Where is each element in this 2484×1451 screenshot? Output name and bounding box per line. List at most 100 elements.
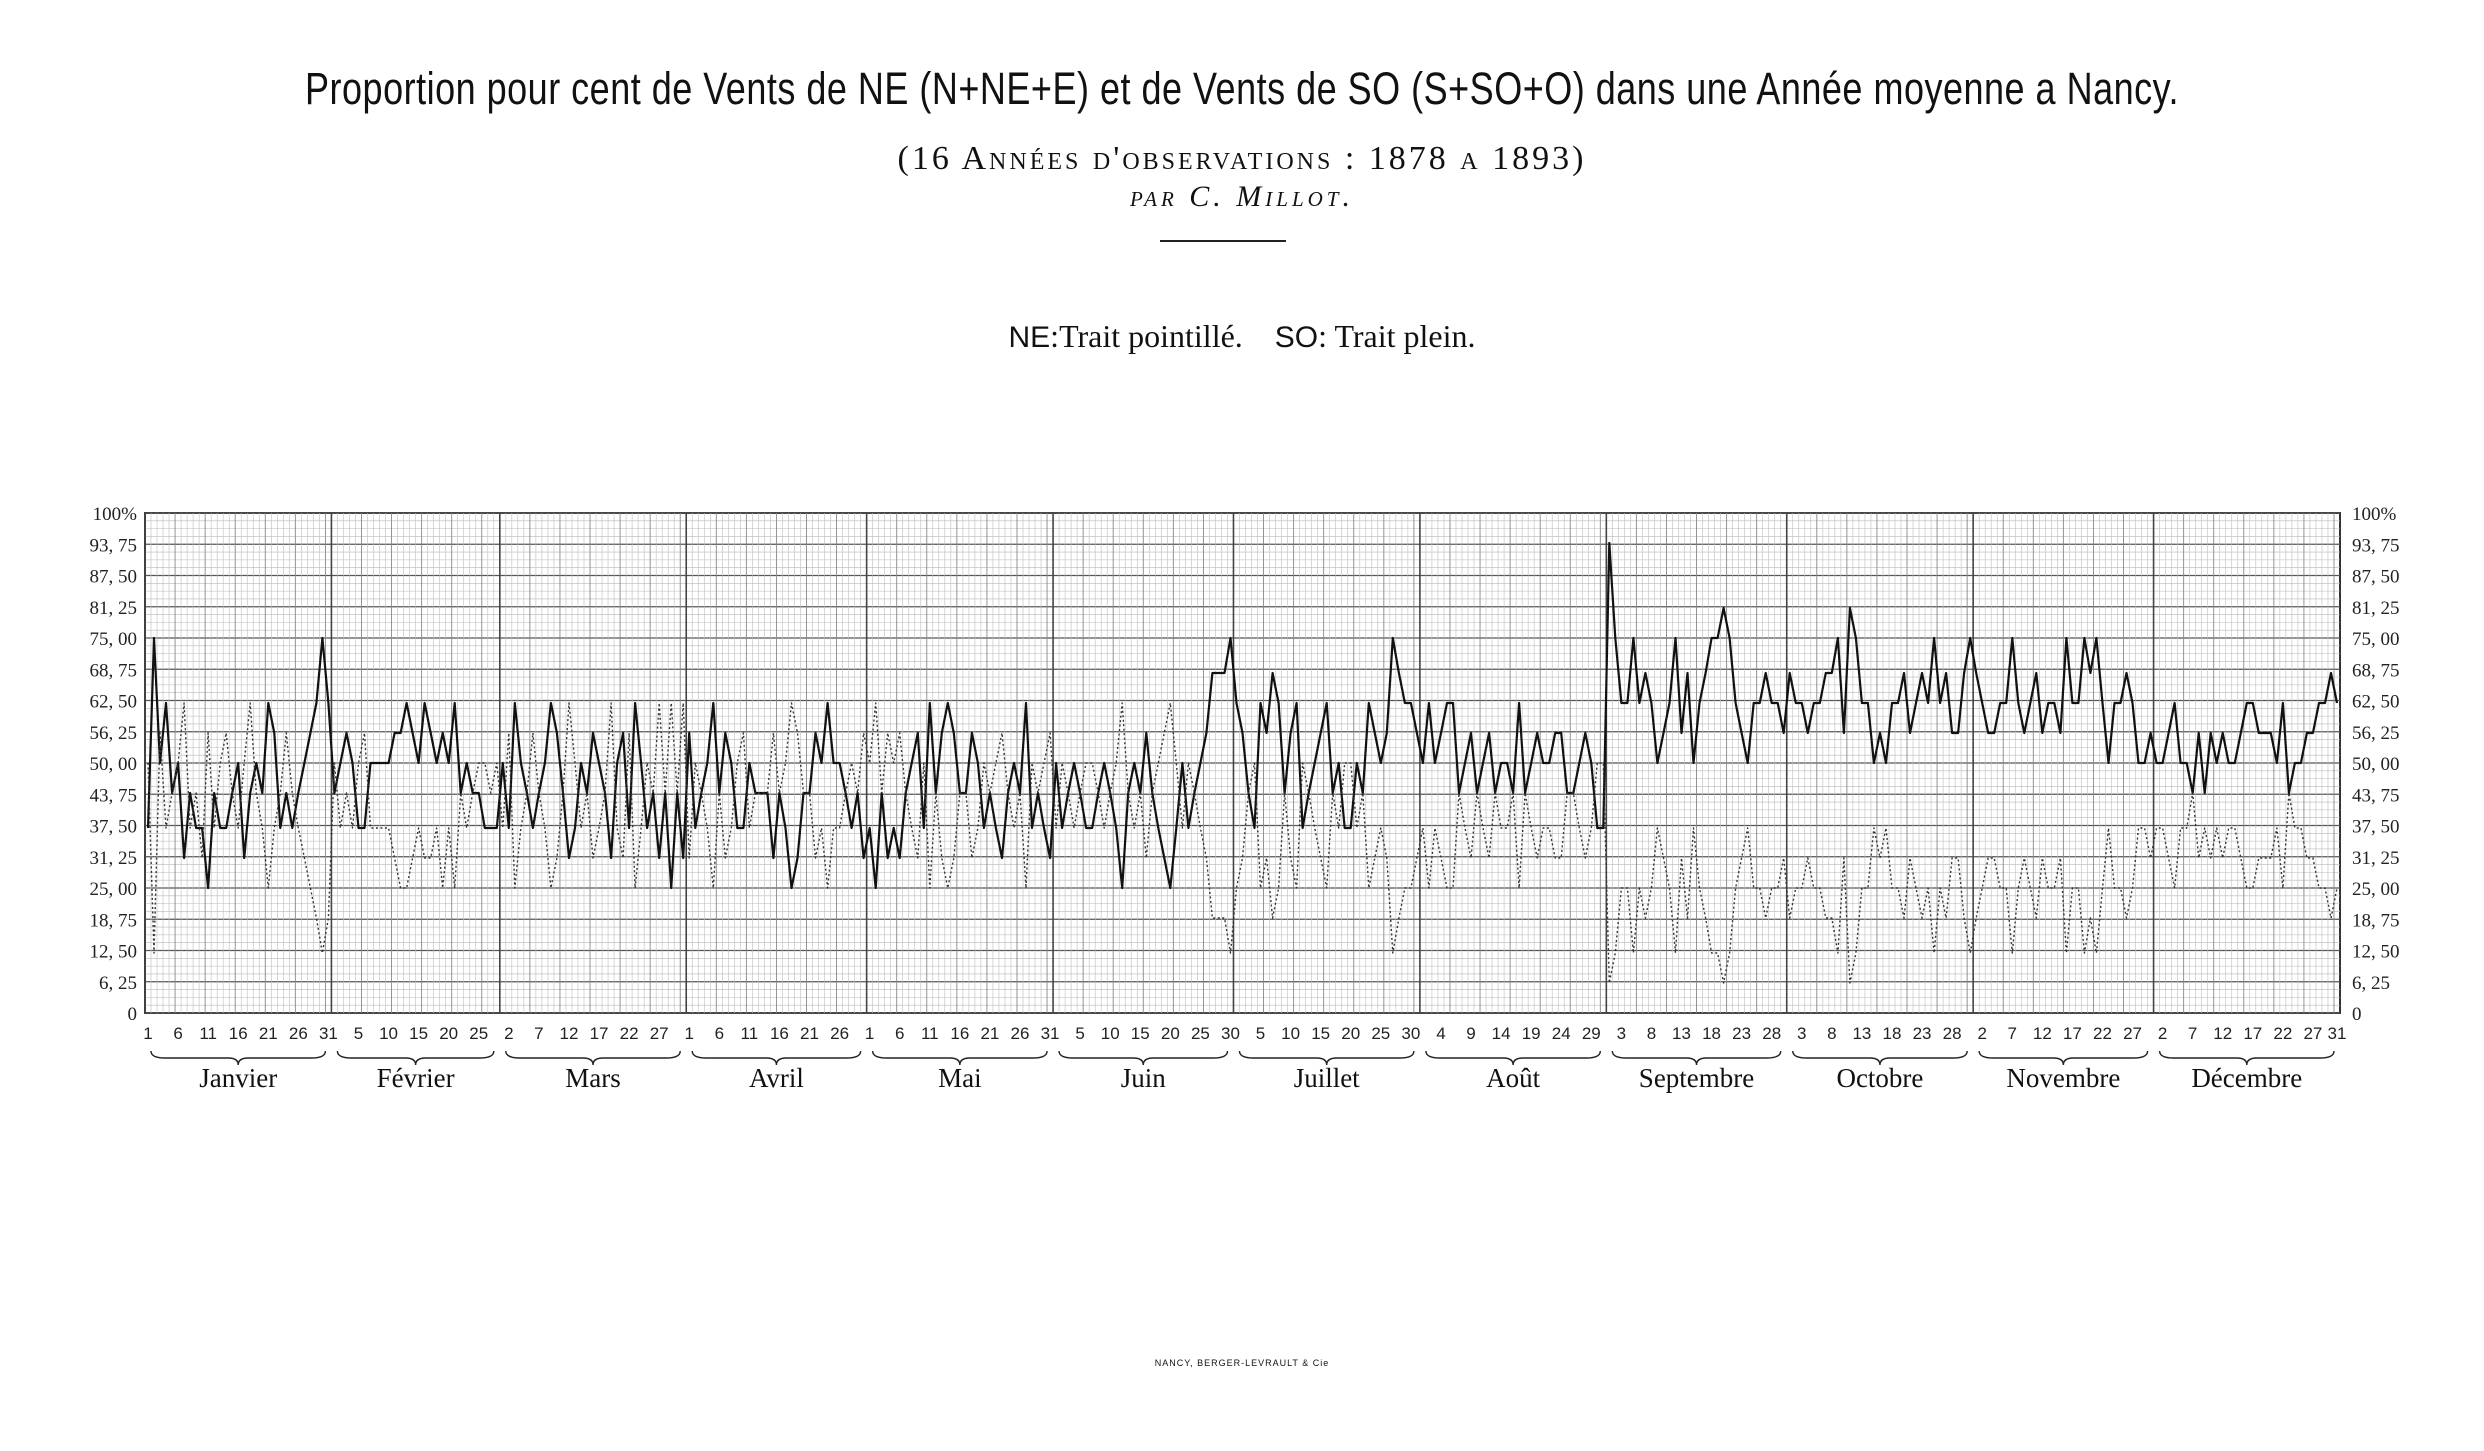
month-brace	[505, 1050, 681, 1066]
x-tick-label: 20	[1161, 1024, 1180, 1043]
y-tick-left: 56, 25	[90, 723, 138, 744]
x-tick-label: 6	[715, 1024, 724, 1043]
x-tick-label: 26	[289, 1024, 308, 1043]
y-tick-right: 0	[2352, 1004, 2362, 1025]
month-label: Août	[1486, 1063, 1540, 1093]
x-tick-label: 27	[2303, 1024, 2322, 1043]
legend-so-label: SO	[1274, 321, 1319, 354]
x-tick-label: 25	[1371, 1024, 1390, 1043]
x-tick-label: 11	[741, 1024, 759, 1043]
x-tick-label: 2	[504, 1024, 513, 1043]
x-tick-label: 1	[865, 1024, 874, 1043]
x-tick-label: 5	[354, 1024, 363, 1043]
y-tick-left: 0	[128, 1004, 138, 1025]
x-tick-label: 20	[1341, 1024, 1360, 1043]
x-tick-label: 23	[1913, 1024, 1932, 1043]
x-tick-label: 22	[620, 1024, 639, 1043]
chart-title: Proportion pour cent de Vents de NE (N+N…	[305, 62, 2179, 114]
month-brace	[1792, 1050, 1968, 1066]
y-tick-right: 6, 25	[2352, 973, 2390, 994]
y-tick-right: 56, 25	[2352, 723, 2400, 744]
y-tick-left: 12, 50	[90, 942, 138, 963]
x-tick-label: 31	[1041, 1024, 1060, 1043]
x-tick-label: 5	[1075, 1024, 1084, 1043]
y-tick-left: 100%	[93, 504, 138, 525]
y-tick-left: 62, 50	[90, 692, 138, 713]
x-tick-label: 26	[1011, 1024, 1030, 1043]
y-tick-right: 87, 50	[2352, 567, 2400, 588]
x-tick-label: 11	[199, 1024, 217, 1043]
month-brace	[1978, 1050, 2149, 1066]
legend-so-text: : Trait plein.	[1318, 318, 1476, 354]
x-tick-label: 1	[143, 1024, 152, 1043]
y-tick-right: 37, 50	[2352, 817, 2400, 838]
month-brace	[336, 1050, 495, 1066]
month-label: Mars	[565, 1063, 621, 1093]
x-tick-label: 17	[2243, 1024, 2262, 1043]
y-tick-right: 62, 50	[2352, 692, 2400, 713]
month-label: Février	[377, 1063, 455, 1093]
x-tick-label: 10	[379, 1024, 398, 1043]
legend-ne-text: :Trait pointillé.	[1050, 318, 1243, 354]
x-tick-label: 6	[173, 1024, 182, 1043]
y-tick-right: 75, 00	[2352, 629, 2400, 650]
month-label: Septembre	[1639, 1063, 1754, 1093]
month-label: Avril	[749, 1063, 804, 1093]
y-tick-left: 31, 25	[90, 848, 138, 869]
y-tick-right: 50, 00	[2352, 754, 2400, 775]
x-tick-label: 29	[1582, 1024, 1601, 1043]
legend-ne-label: NE	[1008, 321, 1051, 354]
x-tick-label: 26	[830, 1024, 849, 1043]
month-label: Juillet	[1294, 1063, 1360, 1093]
x-tick-label: 31	[319, 1024, 338, 1043]
month-brace	[871, 1050, 1048, 1066]
y-tick-left: 93, 75	[90, 535, 138, 556]
y-tick-left: 75, 00	[90, 629, 138, 650]
x-tick-label: 30	[1221, 1024, 1240, 1043]
x-tick-label: 13	[1852, 1024, 1871, 1043]
y-tick-right: 31, 25	[2352, 848, 2400, 869]
y-tick-left: 43, 75	[90, 785, 138, 806]
y-tick-right: 43, 75	[2352, 785, 2400, 806]
title-rule	[1160, 240, 1286, 242]
y-tick-right: 100%	[2352, 504, 2397, 525]
x-tick-label: 18	[1883, 1024, 1902, 1043]
month-brace	[691, 1050, 862, 1066]
x-tick-label: 17	[590, 1024, 609, 1043]
x-tick-label: 5	[1256, 1024, 1265, 1043]
x-tick-label: 31	[2328, 1024, 2347, 1043]
chart-subtitle: (16 Années d'observations : 1878 a 1893)	[897, 140, 1587, 177]
x-tick-label: 15	[1311, 1024, 1330, 1043]
y-tick-left: 6, 25	[99, 973, 137, 994]
y-tick-right: 18, 75	[2352, 910, 2400, 931]
y-axis-ticks: 0 6, 25 12, 50 18, 75 25, 00 31, 25 37, 50 43, …	[90, 504, 2400, 1025]
x-tick-label: 6	[895, 1024, 904, 1043]
x-tick-label: 7	[2008, 1024, 2017, 1043]
month-brace	[1058, 1050, 1229, 1066]
x-tick-label: 8	[1827, 1024, 1836, 1043]
y-tick-right: 81, 25	[2352, 598, 2400, 619]
x-tick-label: 28	[1943, 1024, 1962, 1043]
y-tick-left: 87, 50	[90, 567, 138, 588]
x-tick-label: 13	[1672, 1024, 1691, 1043]
x-tick-label: 9	[1466, 1024, 1475, 1043]
printer-imprint: NANCY, BERGER-LEVRAULT & Cie	[1154, 1358, 1330, 1368]
x-tick-label: 30	[1401, 1024, 1420, 1043]
month-label: Mai	[938, 1063, 982, 1093]
x-tick-label: 15	[409, 1024, 428, 1043]
x-tick-label: 15	[1131, 1024, 1150, 1043]
x-tick-label: 3	[1797, 1024, 1806, 1043]
x-tick-label: 12	[2033, 1024, 2052, 1043]
x-tick-label: 8	[1647, 1024, 1656, 1043]
month-label: Janvier	[199, 1063, 277, 1093]
x-tick-label: 17	[2063, 1024, 2082, 1043]
x-tick-label: 7	[534, 1024, 543, 1043]
y-tick-left: 68, 75	[90, 660, 138, 681]
x-tick-label: 3	[1617, 1024, 1626, 1043]
series-line-so	[146, 541, 2339, 890]
x-tick-label: 19	[1522, 1024, 1541, 1043]
x-tick-label: 1	[685, 1024, 694, 1043]
x-tick-label: 24	[1552, 1024, 1571, 1043]
